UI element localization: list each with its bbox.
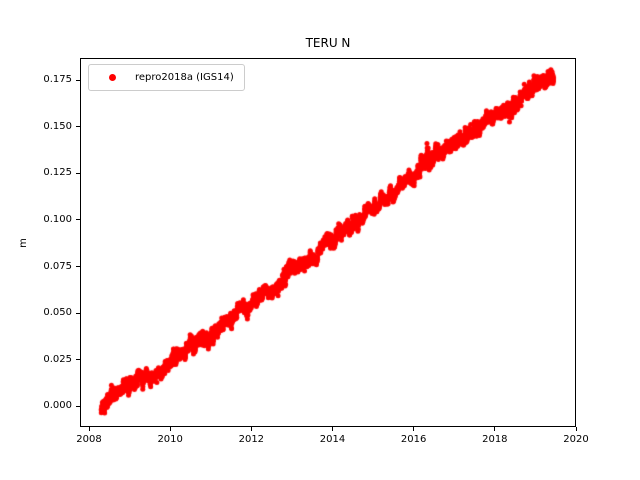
y-tick-label: 0.150 xyxy=(43,120,72,132)
x-tick-mark xyxy=(413,427,415,431)
legend: repro2018a (IGS14) xyxy=(88,64,245,91)
y-tick-mark xyxy=(76,266,80,268)
x-tick-label: 2010 xyxy=(157,434,183,445)
x-tick-label: 2018 xyxy=(482,434,508,445)
x-tick-mark xyxy=(494,427,496,431)
red-dot-marker-icon xyxy=(108,74,116,81)
chart-title: TERU N xyxy=(305,36,351,50)
y-tick-label: 0.075 xyxy=(43,260,72,272)
y-tick-mark xyxy=(76,172,80,174)
y-tick-label: 0.100 xyxy=(43,213,72,225)
plot-frame xyxy=(80,58,576,427)
legend-handle xyxy=(89,74,135,81)
x-tick-label: 2008 xyxy=(76,434,102,445)
x-tick-mark xyxy=(169,427,171,431)
y-tick-label: 0.000 xyxy=(43,400,72,412)
legend-label: repro2018a (IGS14) xyxy=(135,71,234,83)
axes: TERU N 2008 2010 2012 2014 2016 2018 2020 0.00… xyxy=(18,36,589,445)
x-tick-label: 2020 xyxy=(563,434,589,445)
y-tick-mark xyxy=(76,359,80,361)
x-tick-label: 2014 xyxy=(319,434,346,445)
y-axis-label: m xyxy=(18,238,29,248)
x-tick-mark xyxy=(250,427,252,431)
x-tick-label: 2016 xyxy=(400,434,427,445)
y-tick-label: 0.125 xyxy=(43,167,72,179)
y-tick-mark xyxy=(76,126,80,128)
x-tick-label: 2012 xyxy=(238,434,265,445)
y-tick-mark xyxy=(76,405,80,407)
y-tick-label: 0.175 xyxy=(43,74,72,85)
y-tick-mark xyxy=(76,312,80,314)
scatter-plot-canvas xyxy=(80,58,576,427)
x-tick-mark xyxy=(88,427,90,431)
y-tick-label: 0.050 xyxy=(43,307,72,319)
y-tick-mark xyxy=(76,79,80,81)
y-tick-label: 0.025 xyxy=(43,353,72,365)
x-tick-mark xyxy=(332,427,333,431)
x-tick-mark xyxy=(575,427,577,431)
y-tick-mark xyxy=(76,219,80,221)
